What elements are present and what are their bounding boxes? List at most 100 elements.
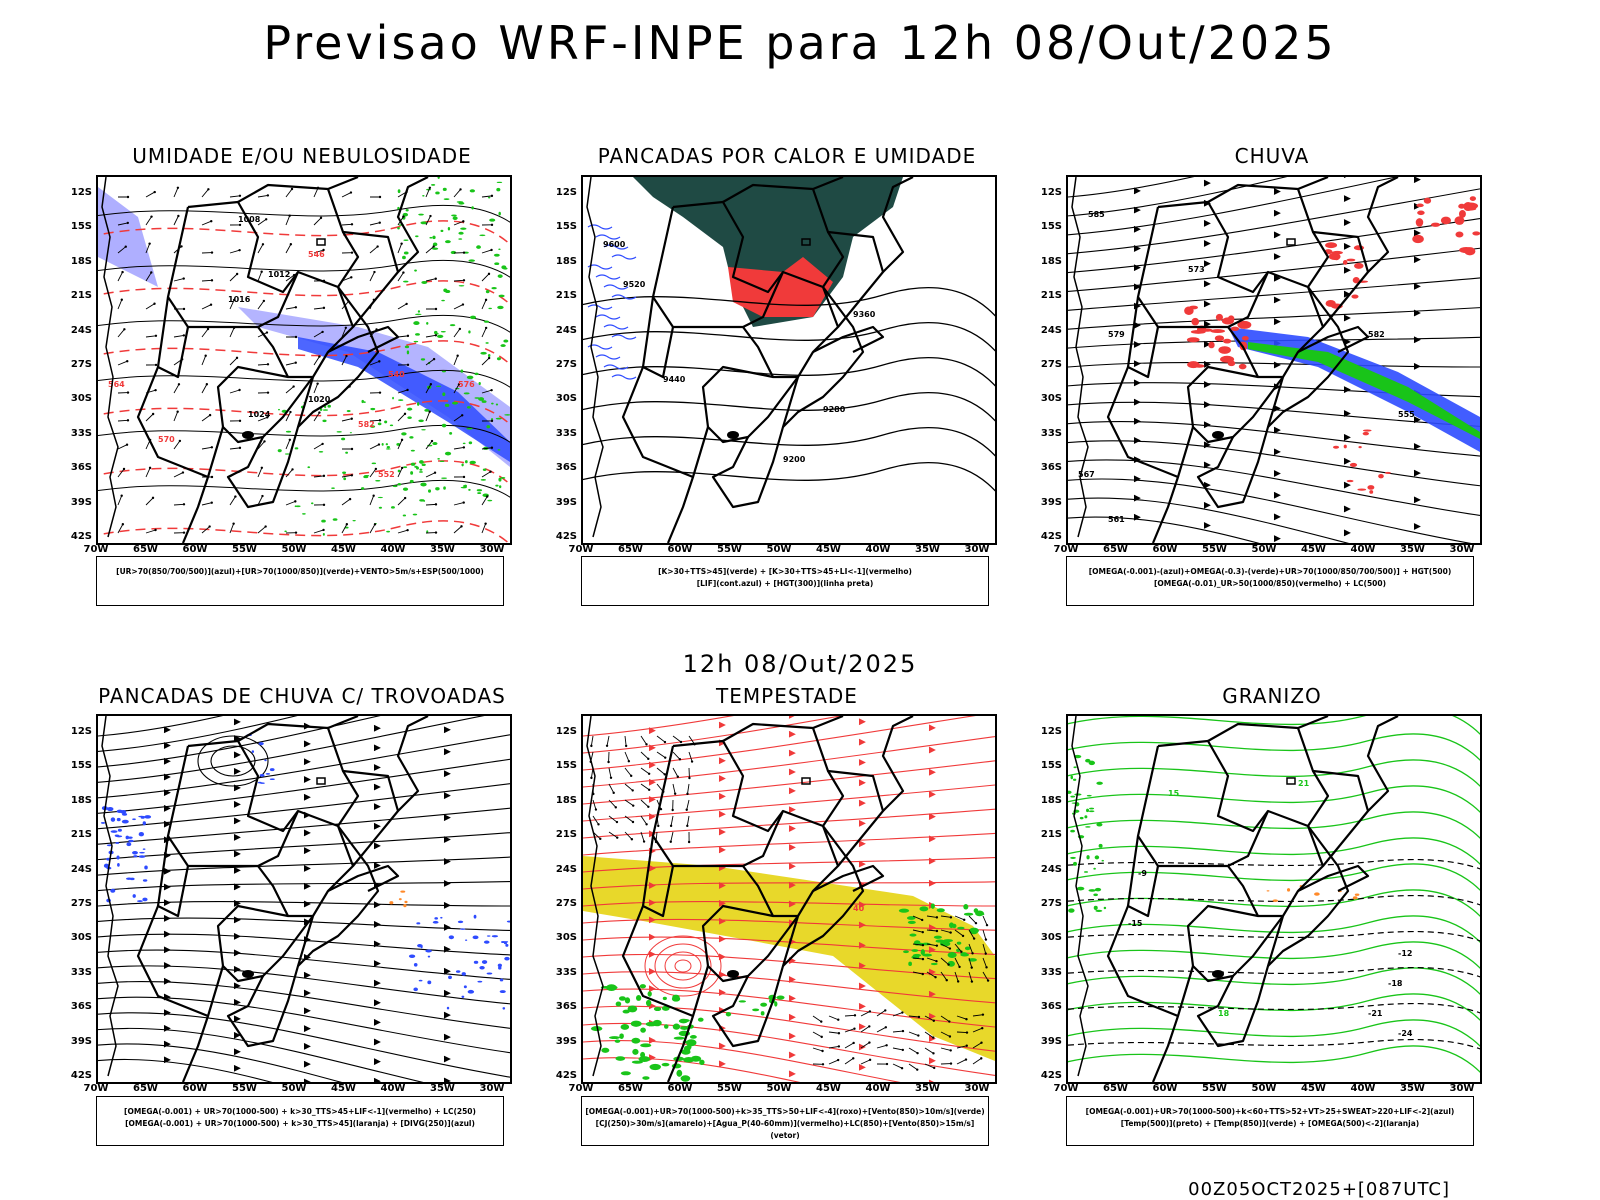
latitude-tick: 42S	[1040, 1070, 1062, 1081]
contour-label: 9360	[853, 310, 876, 319]
longitude-tick: 65W	[133, 1083, 158, 1094]
latitude-tick: 12S	[555, 187, 577, 198]
contour-label: 582	[1368, 330, 1385, 339]
latitude-tick: 36S	[555, 462, 577, 474]
contour-label: 555	[1398, 410, 1415, 419]
legend-line: [OMEGA(-0.001) + UR>70(1000-500) + k>30_…	[124, 1107, 476, 1116]
forecast-map	[96, 714, 512, 1084]
legend-line: [OMEGA(-0.01)_UR>50(1000/850)(vermelho) …	[1153, 579, 1387, 588]
latitude-tick: 27S	[1040, 359, 1062, 370]
latitude-tick: 39S	[555, 496, 577, 508]
latitude-tick: 21S	[555, 290, 577, 302]
latitude-tick: 30S	[555, 932, 577, 944]
contour-label: 40	[853, 904, 865, 913]
panel-title: TEMPESTADE	[716, 684, 858, 708]
latitude-tick: 15S	[555, 221, 577, 233]
latitude-tick: 30S	[70, 932, 92, 944]
forecast-map: 9600 9520 9440 9360 9280 9200	[581, 175, 997, 545]
legend-line: [OMEGA(-0.001) + UR>70(1000-500) + k>30_…	[125, 1119, 475, 1128]
longitude-tick: 30W	[479, 1083, 505, 1094]
longitude-tick: 35W	[430, 1083, 455, 1094]
longitude-tick: 40W	[1350, 544, 1376, 555]
longitude-tick: 70W	[83, 544, 109, 555]
longitude-tick: 65W	[618, 544, 643, 555]
longitude-tick: 40W	[865, 544, 891, 555]
longitude-tick: 55W	[717, 1083, 742, 1094]
longitude-tick: 35W	[1400, 1083, 1425, 1094]
contour-label: -15	[1128, 919, 1143, 928]
legend-line: [OMEGA(-0.001)+UR>70(1000-500)+k>35_TTS>…	[585, 1107, 985, 1116]
latitude-tick: 21S	[555, 829, 577, 841]
contour-label: 18	[1218, 1009, 1230, 1018]
panel-legend: [K>30+TTS>45](verde) + [K>30+TTS>45+LI<-…	[581, 556, 989, 606]
latitude-tick: 39S	[555, 1035, 577, 1047]
longitude-tick: 30W	[964, 1083, 990, 1094]
latitude-tick: 27S	[555, 359, 577, 370]
contour-label: 1016	[228, 295, 251, 304]
forecast-map: 40	[581, 714, 997, 1084]
longitude-tick: 35W	[1400, 544, 1425, 555]
contour-label: 1020	[308, 395, 331, 404]
contour-label: 9440	[663, 375, 686, 384]
latitude-tick: 18S	[1040, 794, 1062, 806]
longitude-tick: 65W	[1103, 1083, 1128, 1094]
longitude-tick: 45W	[1301, 1083, 1326, 1094]
longitude-tick: 70W	[1053, 1083, 1079, 1094]
longitude-tick: 55W	[1202, 1083, 1227, 1094]
contour-label: 582	[358, 420, 375, 429]
latitude-tick: 42S	[555, 531, 577, 542]
longitude-tick: 45W	[816, 1083, 841, 1094]
latitude-tick: 39S	[1040, 1035, 1062, 1047]
longitude-tick: 50W	[766, 1083, 792, 1094]
contour-label: -21	[1368, 1009, 1383, 1018]
latitude-tick: 15S	[1040, 221, 1062, 233]
latitude-tick: 21S	[70, 829, 92, 841]
contour-label: 21	[1298, 779, 1310, 788]
latitude-tick: 27S	[70, 898, 92, 909]
latitude-tick: 39S	[70, 1035, 92, 1047]
contour-label: 576	[458, 380, 475, 389]
contour-label: 552	[378, 470, 395, 479]
longitude-tick: 60W	[182, 544, 208, 555]
longitude-tick: 45W	[816, 544, 841, 555]
contour-label: 9520	[623, 280, 646, 289]
longitude-tick: 60W	[1152, 544, 1178, 555]
longitude-tick: 30W	[964, 544, 990, 555]
footer-stamp: 00Z05OCT2025+[087UTC]	[1188, 1179, 1450, 1200]
latitude-tick: 33S	[70, 427, 92, 439]
contour-label: 585	[1088, 210, 1105, 219]
contour-label: 546	[308, 250, 325, 259]
longitude-tick: 65W	[618, 1083, 643, 1094]
forecast-map: 1008 1012 1016 1020 1024 570 576 582 552 546 540 56…	[96, 175, 512, 545]
latitude-tick: 33S	[555, 966, 577, 978]
longitude-tick: 30W	[479, 544, 505, 555]
latitude-tick: 30S	[70, 393, 92, 405]
panel-title: GRANIZO	[1222, 684, 1322, 708]
longitude-tick: 50W	[1251, 1083, 1277, 1094]
latitude-tick: 24S	[555, 863, 577, 875]
contour-label: 579	[1108, 330, 1125, 339]
mid-title: 12h 08/Out/2025	[682, 650, 918, 678]
longitude-tick: 50W	[281, 544, 307, 555]
latitude-tick: 30S	[555, 393, 577, 405]
contour-label: 1024	[248, 410, 271, 419]
contour-label: 573	[1188, 265, 1205, 274]
longitude-tick: 35W	[430, 544, 455, 555]
forecast-map: 585 579 573 567 561 555 582	[1066, 175, 1482, 545]
longitude-tick: 55W	[232, 544, 257, 555]
contour-label: 570	[158, 435, 175, 444]
latitude-tick: 36S	[1040, 1001, 1062, 1013]
longitude-tick: 55W	[1202, 544, 1227, 555]
latitude-tick: 21S	[70, 290, 92, 302]
longitude-tick: 40W	[865, 1083, 891, 1094]
longitude-tick: 65W	[1103, 544, 1128, 555]
latitude-tick: 42S	[1040, 531, 1062, 542]
longitude-tick: 70W	[1053, 544, 1079, 555]
legend-line: [OMEGA(-0.001)+UR>70(1000-500)+k<60+TTS>…	[1085, 1107, 1455, 1116]
latitude-tick: 24S	[70, 324, 92, 336]
contour-label: 564	[108, 380, 125, 389]
contour-label: 1008	[238, 215, 261, 224]
latitude-tick: 12S	[1040, 187, 1062, 198]
panel-title: PANCADAS POR CALOR E UMIDADE	[597, 144, 977, 168]
latitude-tick: 30S	[1040, 393, 1062, 405]
